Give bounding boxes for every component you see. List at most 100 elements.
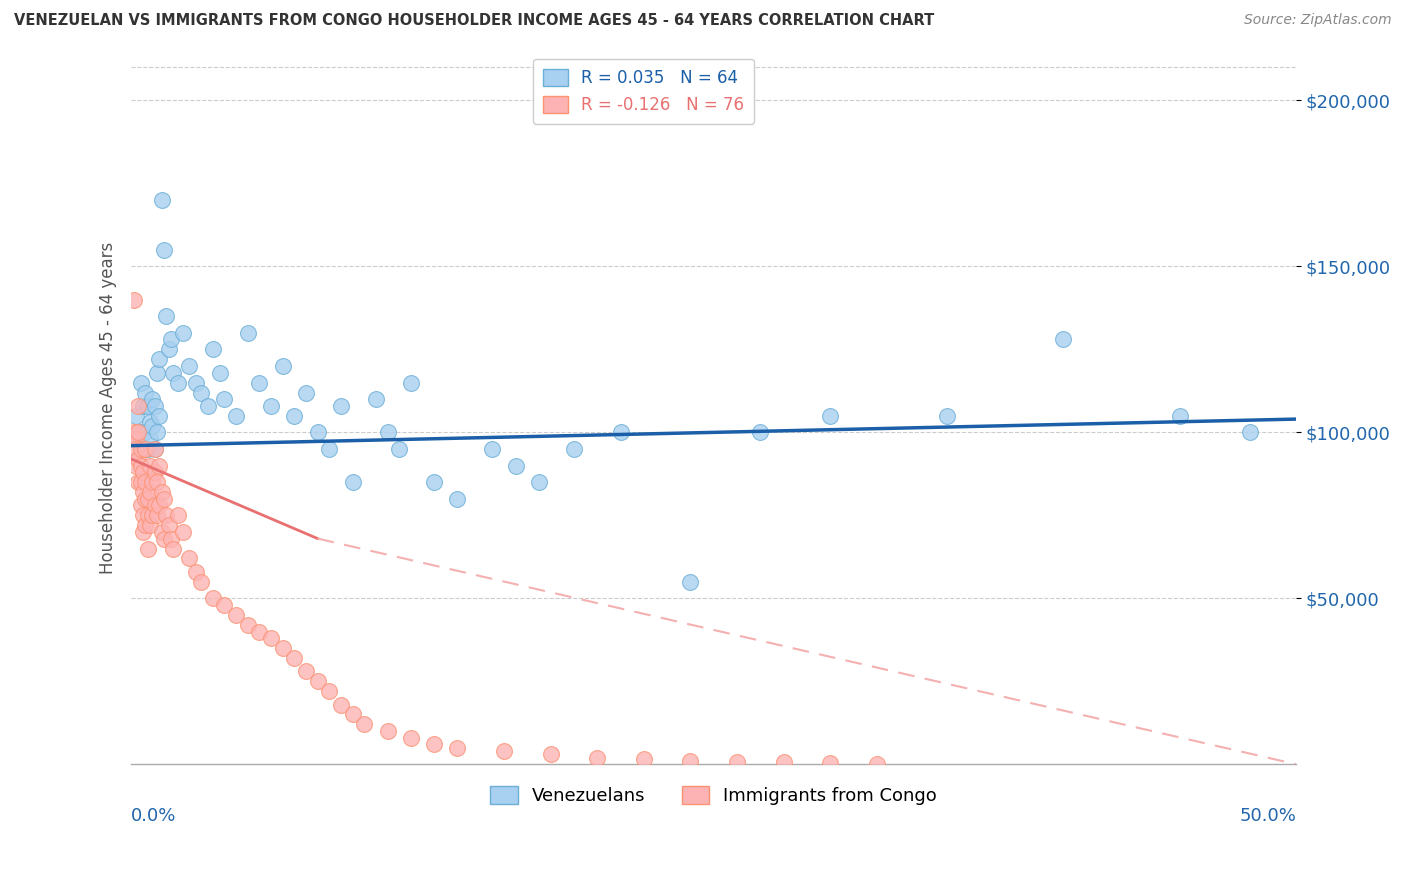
Point — [143, 442, 166, 456]
Point — [586, 750, 609, 764]
Point — [190, 574, 212, 589]
Point — [132, 465, 155, 479]
Point — [377, 724, 399, 739]
Point — [329, 399, 352, 413]
Point — [143, 399, 166, 413]
Point — [166, 376, 188, 390]
Point — [423, 475, 446, 490]
Point — [132, 508, 155, 523]
Point — [172, 524, 194, 539]
Point — [446, 491, 468, 506]
Text: Source: ZipAtlas.com: Source: ZipAtlas.com — [1244, 13, 1392, 28]
Point — [129, 376, 152, 390]
Point — [157, 518, 180, 533]
Point — [129, 475, 152, 490]
Point — [134, 385, 156, 400]
Point — [225, 607, 247, 622]
Point — [162, 541, 184, 556]
Point — [633, 752, 655, 766]
Point — [141, 508, 163, 523]
Point — [679, 754, 702, 768]
Point — [492, 744, 515, 758]
Point — [225, 409, 247, 423]
Point — [146, 425, 169, 440]
Point — [772, 756, 794, 770]
Point — [283, 651, 305, 665]
Point — [1052, 333, 1074, 347]
Point — [247, 376, 270, 390]
Point — [725, 755, 748, 769]
Point — [160, 333, 183, 347]
Point — [132, 485, 155, 500]
Point — [143, 499, 166, 513]
Point — [132, 399, 155, 413]
Point — [150, 193, 173, 207]
Point — [125, 432, 148, 446]
Point — [866, 756, 889, 771]
Point — [136, 541, 159, 556]
Point — [155, 309, 177, 323]
Point — [329, 698, 352, 712]
Point — [125, 409, 148, 423]
Point — [214, 392, 236, 407]
Y-axis label: Householder Income Ages 45 - 64 years: Householder Income Ages 45 - 64 years — [100, 242, 117, 574]
Text: 0.0%: 0.0% — [131, 807, 177, 825]
Point — [236, 618, 259, 632]
Point — [818, 409, 841, 423]
Point — [153, 243, 176, 257]
Point — [146, 508, 169, 523]
Point — [132, 524, 155, 539]
Point — [190, 385, 212, 400]
Point — [160, 532, 183, 546]
Point — [201, 343, 224, 357]
Point — [353, 717, 375, 731]
Point — [134, 425, 156, 440]
Point — [307, 425, 329, 440]
Point — [136, 491, 159, 506]
Point — [527, 475, 550, 490]
Point — [364, 392, 387, 407]
Point — [150, 524, 173, 539]
Point — [307, 674, 329, 689]
Point — [153, 532, 176, 546]
Point — [197, 399, 219, 413]
Point — [134, 518, 156, 533]
Point — [318, 442, 340, 456]
Point — [122, 425, 145, 440]
Point — [127, 451, 149, 466]
Point — [481, 442, 503, 456]
Point — [146, 475, 169, 490]
Point — [139, 518, 162, 533]
Point — [141, 392, 163, 407]
Point — [134, 475, 156, 490]
Point — [446, 740, 468, 755]
Point — [143, 465, 166, 479]
Point — [129, 458, 152, 473]
Point — [562, 442, 585, 456]
Point — [749, 425, 772, 440]
Legend: Venezuelans, Immigrants from Congo: Venezuelans, Immigrants from Congo — [484, 779, 945, 813]
Point — [283, 409, 305, 423]
Point — [818, 756, 841, 770]
Point — [179, 359, 201, 373]
Point — [134, 442, 156, 456]
Point — [260, 631, 283, 645]
Point — [260, 399, 283, 413]
Point — [127, 475, 149, 490]
Point — [201, 591, 224, 606]
Point — [295, 385, 318, 400]
Text: VENEZUELAN VS IMMIGRANTS FROM CONGO HOUSEHOLDER INCOME AGES 45 - 64 YEARS CORREL: VENEZUELAN VS IMMIGRANTS FROM CONGO HOUS… — [14, 13, 935, 29]
Point — [388, 442, 411, 456]
Point — [141, 418, 163, 433]
Point — [122, 293, 145, 307]
Point — [148, 458, 170, 473]
Point — [172, 326, 194, 340]
Point — [153, 491, 176, 506]
Point — [146, 366, 169, 380]
Point — [139, 432, 162, 446]
Point — [162, 366, 184, 380]
Point — [1239, 425, 1261, 440]
Point — [148, 409, 170, 423]
Point — [935, 409, 957, 423]
Point — [127, 432, 149, 446]
